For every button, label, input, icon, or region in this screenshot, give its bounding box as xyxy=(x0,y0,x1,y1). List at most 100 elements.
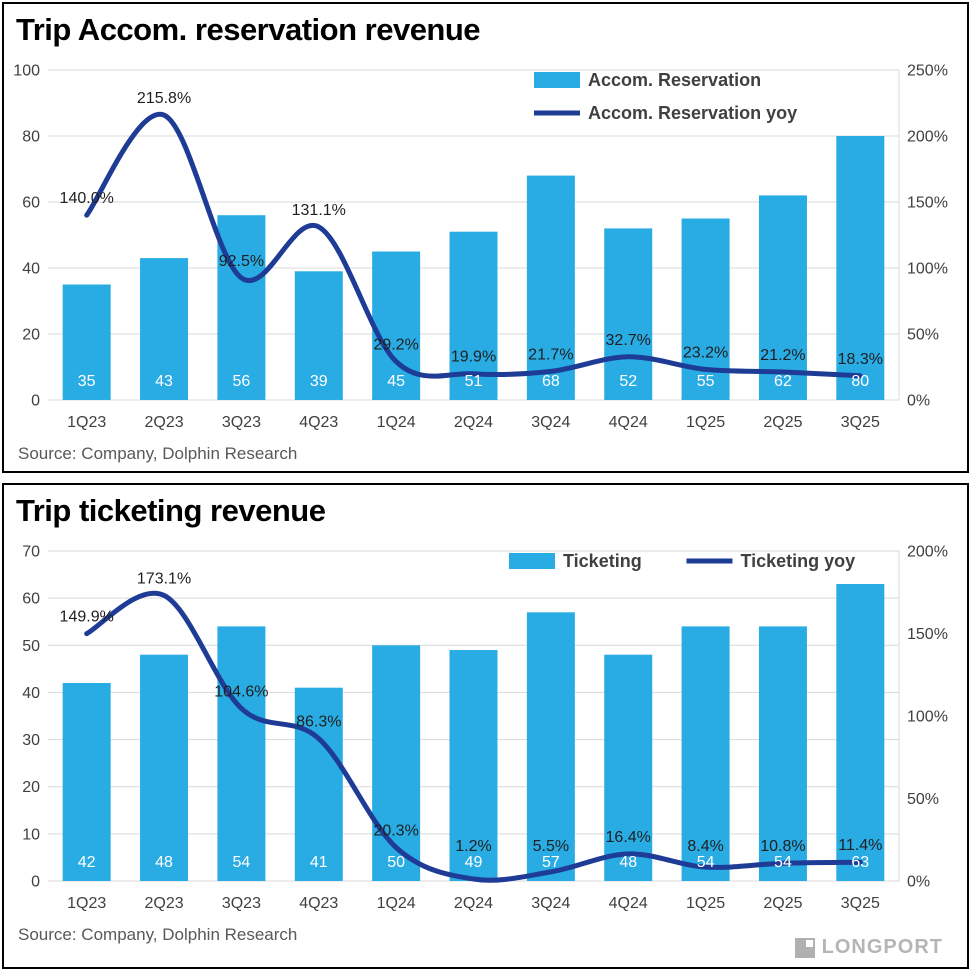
yoy-value-label: 32.7% xyxy=(606,331,651,348)
category-label: 3Q24 xyxy=(531,414,570,431)
longport-logo-icon xyxy=(794,937,815,958)
yoy-value-label: 140.0% xyxy=(60,190,114,207)
yoy-value-label: 92.5% xyxy=(219,253,264,270)
left-axis-tick-label: 60 xyxy=(22,590,40,607)
bar-value-label: 48 xyxy=(155,854,173,871)
bar-value-label: 39 xyxy=(310,373,328,390)
yoy-value-label: 173.1% xyxy=(137,570,191,587)
bar-value-label: 50 xyxy=(387,854,405,871)
category-label: 3Q25 xyxy=(841,414,880,431)
bar-value-label: 62 xyxy=(774,373,792,390)
bar-value-label: 54 xyxy=(233,854,251,871)
source-note: Source: Company, Dolphin Research xyxy=(18,443,298,463)
category-label: 4Q24 xyxy=(609,895,648,912)
yoy-value-label: 5.5% xyxy=(533,838,569,855)
legend-label: Ticketing yoy xyxy=(740,551,855,571)
bar-1Q23 xyxy=(62,284,111,400)
category-label: 1Q25 xyxy=(686,414,725,431)
yoy-value-label: 21.2% xyxy=(760,347,805,364)
right-axis-tick-label: 50% xyxy=(907,791,939,808)
source-note: Source: Company, Dolphin Research xyxy=(18,924,298,944)
bar-3Q23 xyxy=(217,626,266,881)
bar-value-label: 45 xyxy=(387,373,405,390)
yoy-value-label: 8.4% xyxy=(687,838,723,855)
bar-value-label: 57 xyxy=(542,854,560,871)
bar-value-label: 55 xyxy=(697,373,715,390)
right-axis-tick-label: 200% xyxy=(907,128,948,145)
bar-4Q23 xyxy=(294,270,343,400)
yoy-line xyxy=(84,590,863,883)
yoy-value-label: 19.9% xyxy=(451,348,496,365)
category-label: 2Q25 xyxy=(763,414,802,431)
source-row: Source: Company, Dolphin Research xyxy=(18,925,967,951)
yoy-value-label: 16.4% xyxy=(606,829,651,846)
yoy-value-label: 11.4% xyxy=(838,837,882,854)
yoy-value-label: 29.2% xyxy=(373,336,418,353)
left-axis-tick-label: 100 xyxy=(13,62,40,79)
category-label: 2Q24 xyxy=(454,895,493,912)
right-axis-tick-label: 0% xyxy=(907,873,930,890)
yoy-value-label: 86.3% xyxy=(296,713,341,730)
left-axis-tick-label: 50 xyxy=(22,637,40,654)
bar-4Q24 xyxy=(604,654,653,881)
accom-reservation-chart-canvas: 0 20 40 60 80 100 0% 50% 100% 150% 200% 250% 35 1Q23 4… xyxy=(13,62,948,431)
bar-value-label: 52 xyxy=(619,373,637,390)
left-axis-tick-label: 40 xyxy=(22,260,40,277)
bar-value-label: 48 xyxy=(619,854,637,871)
bar-4Q23 xyxy=(294,687,343,881)
bar-2Q25 xyxy=(758,195,807,400)
left-axis-tick-label: 80 xyxy=(22,128,40,145)
ticketing-chart-canvas: 0 10 20 30 40 50 60 70 0% 50% 100% 150% 200% 42 1Q23 48… xyxy=(22,543,948,912)
category-label: 2Q24 xyxy=(454,414,493,431)
right-axis-tick-label: 200% xyxy=(907,543,948,560)
yoy-value-label: 1.2% xyxy=(455,838,491,855)
bar-value-label: 41 xyxy=(310,854,328,871)
category-label: 3Q24 xyxy=(531,895,570,912)
right-axis-tick-label: 50% xyxy=(907,326,939,343)
left-axis-tick-label: 20 xyxy=(22,779,40,796)
category-label: 3Q25 xyxy=(841,895,880,912)
right-axis-tick-label: 250% xyxy=(907,62,948,79)
yoy-value-label: 20.3% xyxy=(373,822,418,839)
left-axis-tick-label: 60 xyxy=(22,194,40,211)
category-label: 1Q25 xyxy=(686,895,725,912)
bar-value-label: 56 xyxy=(233,373,251,390)
category-label: 1Q24 xyxy=(377,895,416,912)
bar-value-label: 63 xyxy=(851,854,869,871)
category-label: 1Q23 xyxy=(67,895,106,912)
right-axis-tick-label: 100% xyxy=(907,260,948,277)
legend-label: Accom. Reservation yoy xyxy=(588,103,797,123)
yoy-value-label: 131.1% xyxy=(292,202,346,219)
category-label: 2Q25 xyxy=(763,895,802,912)
category-label: 1Q23 xyxy=(67,414,106,431)
bar-value-label: 80 xyxy=(851,373,869,390)
right-axis-tick-label: 100% xyxy=(907,708,948,725)
bar-3Q23 xyxy=(217,214,266,400)
yoy-value-label: 215.8% xyxy=(137,90,191,107)
left-axis-tick-label: 30 xyxy=(22,732,40,749)
bar-value-label: 68 xyxy=(542,373,560,390)
bar-1Q24 xyxy=(372,644,421,881)
bar-value-label: 43 xyxy=(155,373,173,390)
category-label: 4Q24 xyxy=(609,414,648,431)
longport-logo-label: LONGPORT xyxy=(821,936,943,958)
bar-1Q25 xyxy=(681,626,730,881)
left-axis-tick-label: 0 xyxy=(31,873,40,890)
right-axis-tick-label: 150% xyxy=(907,194,948,211)
legend-swatch-bar xyxy=(534,71,580,88)
source-row: Source: Company, Dolphin Research xyxy=(18,444,967,470)
yoy-value-label: 149.9% xyxy=(60,608,114,625)
yoy-value-label: 21.7% xyxy=(528,346,573,363)
bar-value-label: 49 xyxy=(465,854,483,871)
bar-1Q23 xyxy=(62,682,111,881)
bar-value-label: 51 xyxy=(465,373,483,390)
left-axis-tick-label: 10 xyxy=(22,826,40,843)
yoy-value-label: 18.3% xyxy=(838,350,883,367)
yoy-value-label: 23.2% xyxy=(683,344,728,361)
bar-3Q25 xyxy=(836,135,885,400)
bar-value-label: 42 xyxy=(78,854,96,871)
bar-4Q24 xyxy=(604,228,653,400)
bar-value-label: 35 xyxy=(78,373,96,390)
bar-2Q23 xyxy=(140,257,189,400)
bar-value-label: 54 xyxy=(697,854,715,871)
